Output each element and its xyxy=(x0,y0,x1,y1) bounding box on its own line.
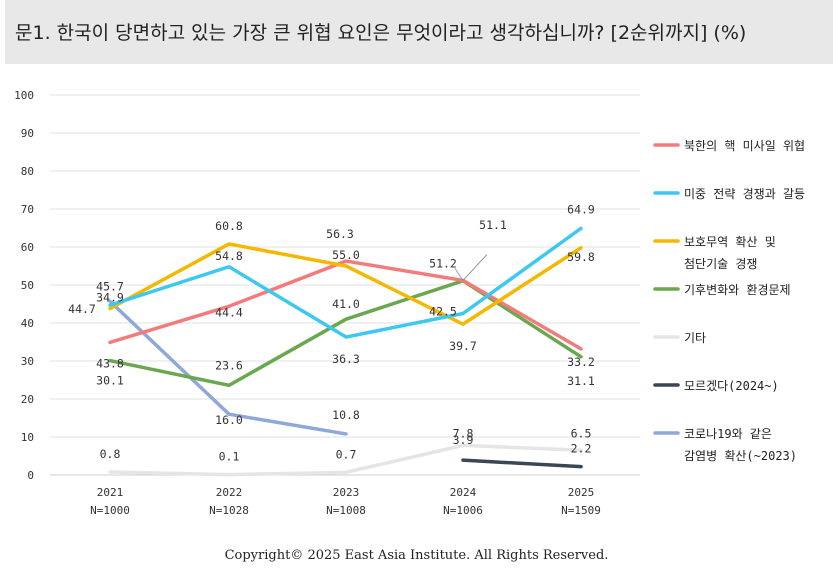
x-sublabel: N=1000 xyxy=(90,504,130,517)
y-tick-label: 30 xyxy=(21,355,34,368)
y-tick-label: 70 xyxy=(21,203,34,216)
legend-label: 북한의 핵 미사일 위협 xyxy=(684,139,805,153)
data-label: 44.4 xyxy=(215,305,243,319)
leader-line xyxy=(454,268,464,281)
data-label: 34.9 xyxy=(96,291,124,305)
x-tick-label: 2021 xyxy=(97,486,124,499)
data-label: 36.3 xyxy=(332,352,360,366)
data-label: 55.0 xyxy=(332,248,360,262)
data-label: 59.8 xyxy=(567,250,595,264)
data-label: 31.1 xyxy=(567,374,595,388)
series-line xyxy=(108,279,583,388)
data-label: 43.8 xyxy=(96,356,124,370)
data-label: 51.1 xyxy=(479,218,507,232)
data-label: 42.5 xyxy=(429,305,457,319)
data-label: 33.2 xyxy=(567,355,595,369)
data-label: 6.5 xyxy=(571,426,592,440)
gridlines xyxy=(50,94,640,476)
x-tick-label: 2025 xyxy=(568,486,595,499)
copyright-footer: Copyright© 2025 East Asia Institute. All… xyxy=(224,548,609,563)
y-tick-label: 60 xyxy=(21,241,34,254)
x-sublabel: N=1008 xyxy=(326,504,366,517)
data-label: 3.9 xyxy=(453,433,474,447)
x-axis: 2021 N=1000 2022 N=1028 2023 N=1008 2024 N=1006… xyxy=(90,486,601,517)
legend-label: 보호무역 확산 및 xyxy=(684,235,776,249)
legend-label: 첨단기술 경쟁 xyxy=(684,257,757,271)
legend-label: 기타 xyxy=(684,331,706,345)
x-tick-label: 2022 xyxy=(216,486,243,499)
y-tick-label: 0 xyxy=(27,469,34,482)
y-tick-label: 100 xyxy=(14,89,34,102)
leader-line xyxy=(462,254,488,281)
series-line xyxy=(108,259,583,351)
legend-label: 모르겠다(2024~) xyxy=(684,379,779,393)
series-lines xyxy=(108,226,583,477)
data-label: 51.2 xyxy=(429,256,457,270)
data-label: 10.8 xyxy=(332,408,360,422)
legend-label: 미중 전략 경쟁과 갈등 xyxy=(684,187,805,201)
data-label: 7.8 xyxy=(453,426,474,440)
data-label: 39.7 xyxy=(449,339,477,353)
data-labels: 43.8 44.4 56.3 51.2 33.2 44.7 54.8 36.3 42.5 64.9… xyxy=(68,202,595,463)
series-line xyxy=(461,458,583,469)
title-bar: 문1. 한국이 당면하고 있는 가장 큰 위협 요인은 무엇이라고 생각하십니까… xyxy=(5,0,833,64)
chart-title: 문1. 한국이 당면하고 있는 가장 큰 위협 요인은 무엇이라고 생각하십니까… xyxy=(15,22,747,44)
data-label: 60.8 xyxy=(215,219,243,233)
data-label: 30.1 xyxy=(96,374,124,388)
legend-label: 감염병 확산(~2023) xyxy=(684,449,797,463)
data-label: 2.2 xyxy=(571,442,592,456)
data-label: 0.8 xyxy=(100,447,121,461)
y-tick-label: 50 xyxy=(21,279,34,292)
data-label: 56.3 xyxy=(326,227,354,241)
y-tick-label: 90 xyxy=(21,127,34,140)
x-tick-label: 2023 xyxy=(333,486,360,499)
series-line xyxy=(108,242,583,326)
y-tick-label: 80 xyxy=(21,165,34,178)
data-label: 0.7 xyxy=(336,447,357,461)
y-tick-label: 40 xyxy=(21,317,34,330)
data-label: 54.8 xyxy=(215,249,243,263)
series-line xyxy=(108,299,348,436)
data-label: 23.6 xyxy=(215,358,243,372)
data-label: 44.7 xyxy=(68,302,96,316)
x-sublabel: N=1028 xyxy=(209,504,249,517)
legend-label: 기후변화와 환경문제 xyxy=(684,283,791,297)
series-line xyxy=(108,443,583,477)
series-line xyxy=(108,226,583,339)
y-tick-label: 10 xyxy=(21,431,34,444)
data-label: 0.1 xyxy=(219,450,240,464)
x-sublabel: N=1509 xyxy=(561,504,601,517)
line-chart: 0 10 20 30 40 50 60 70 80 90 100 2021 N=1000 2022 N=1… xyxy=(14,89,805,517)
y-axis: 0 10 20 30 40 50 60 70 80 90 100 xyxy=(14,89,34,482)
data-label: 41.0 xyxy=(332,297,360,311)
data-label: 16.0 xyxy=(215,413,243,427)
y-tick-label: 20 xyxy=(21,393,34,406)
legend-label: 코로나19와 같은 xyxy=(684,427,772,441)
data-label: 45.7 xyxy=(96,279,124,293)
data-label: 64.9 xyxy=(567,202,595,216)
x-sublabel: N=1006 xyxy=(443,504,483,517)
x-tick-label: 2024 xyxy=(450,486,477,499)
